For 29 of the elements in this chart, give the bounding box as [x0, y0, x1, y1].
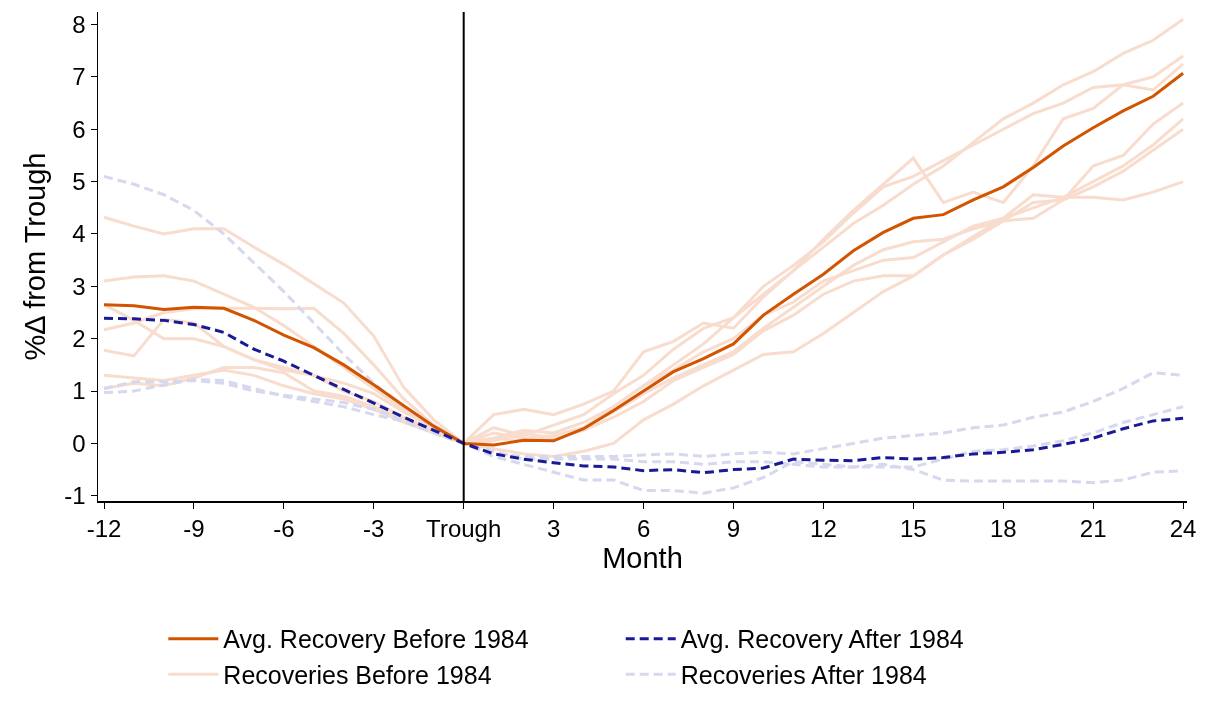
- y-tick-label: 3: [72, 272, 86, 300]
- x-tick-label: 12: [810, 515, 837, 543]
- x-tick-label: 21: [1079, 515, 1107, 543]
- legend-label: Avg. Recovery Before 1984: [223, 625, 529, 654]
- x-tick-label: 9: [726, 515, 741, 543]
- legend-label: Recoveries After 1984: [680, 660, 927, 689]
- x-tick-label: -3: [363, 515, 385, 543]
- x-tick-label: 24: [1169, 515, 1197, 543]
- legend-label: Recoveries Before 1984: [223, 660, 492, 689]
- x-tick-label: 6: [636, 515, 651, 543]
- y-tick-label: 8: [72, 10, 86, 38]
- x-axis-title: Month: [602, 542, 683, 575]
- y-tick-label: 1: [72, 377, 86, 405]
- x-tick-label: Trough: [426, 515, 502, 543]
- y-tick-label: 5: [72, 168, 86, 196]
- x-tick-label: 18: [989, 515, 1017, 543]
- y-tick-label: 2: [72, 325, 86, 353]
- x-tick-label: -9: [183, 515, 205, 543]
- legend-label: Avg. Recovery After 1984: [680, 625, 964, 654]
- y-axis-title: %Δ from Trough: [18, 152, 51, 361]
- x-tick-label: 15: [899, 515, 927, 543]
- y-tick-label: -1: [64, 482, 86, 510]
- x-tick-label: -6: [273, 515, 295, 543]
- x-tick-label: 3: [546, 515, 561, 543]
- y-tick-label: 0: [72, 429, 86, 457]
- x-tick-label: -12: [86, 515, 122, 543]
- y-tick-label: 7: [72, 63, 86, 91]
- y-tick-label: 4: [72, 220, 86, 248]
- y-tick-label: 6: [72, 115, 86, 143]
